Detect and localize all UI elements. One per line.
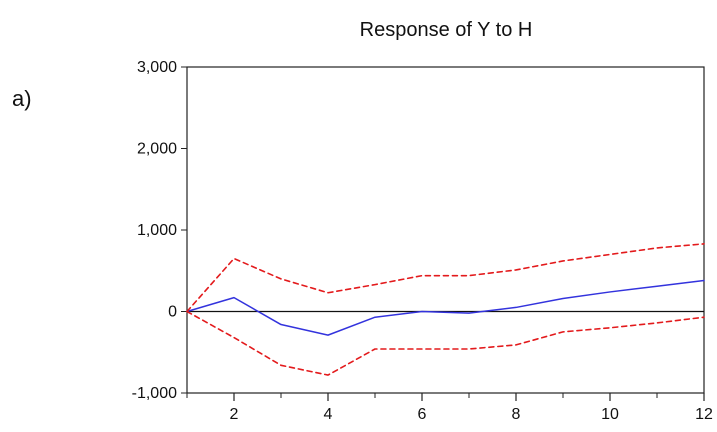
x-tick-label: 8 — [512, 406, 521, 423]
response-line — [186, 279, 705, 336]
y-tick-label: -1,000 — [132, 385, 177, 402]
confidence-band-line — [186, 310, 705, 376]
y-tick-label: 0 — [168, 304, 177, 321]
x-tick-label: 6 — [418, 406, 427, 423]
panel-label: a) — [12, 86, 32, 111]
y-tick-label: 1,000 — [137, 222, 177, 239]
chart-title: Response of Y to H — [360, 19, 533, 41]
plot-frame — [186, 66, 705, 394]
x-tick-label: 10 — [601, 406, 619, 423]
confidence-band-line — [186, 243, 705, 313]
y-tick-label: 2,000 — [137, 141, 177, 158]
plot-area: -1,000 0 1,000 2,000 3,000 2 4 6 8 10 12 — [132, 59, 713, 423]
x-tick-label: 4 — [324, 406, 333, 423]
y-tick-label: 3,000 — [137, 59, 177, 76]
x-tick-label: 2 — [230, 406, 239, 423]
x-tick-label: 12 — [695, 406, 713, 423]
